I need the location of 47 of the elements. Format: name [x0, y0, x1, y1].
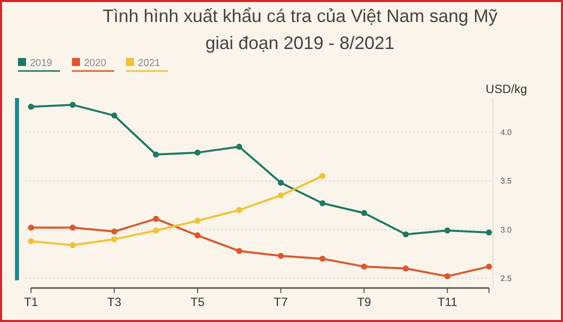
x-tick-label: T7	[274, 295, 288, 309]
point	[70, 102, 76, 108]
point	[278, 192, 284, 198]
legend-label: 2019	[30, 58, 53, 69]
x-tick-label: T5	[190, 295, 205, 309]
point	[152, 152, 159, 158]
y-tick-label: 2.5	[500, 274, 512, 284]
point	[402, 266, 409, 272]
point	[486, 264, 492, 270]
point	[236, 144, 242, 150]
point	[152, 216, 159, 222]
y-tick-label: 4.0	[500, 128, 512, 137]
point	[319, 172, 326, 179]
y-tick-label: 3.0	[500, 225, 512, 234]
x-tick-label: T3	[107, 295, 122, 309]
y-axis-title: USD/kg	[486, 82, 527, 96]
point	[361, 210, 368, 216]
point	[28, 104, 34, 110]
point	[319, 256, 326, 262]
point	[402, 231, 409, 238]
point	[444, 273, 450, 280]
point	[444, 228, 450, 234]
chart-title: Tình hình xuất khẩu cá tra của Việt Nam sang Mỹ giai đoạn 2019 - 8/2021	[102, 6, 498, 53]
point	[361, 264, 368, 270]
point	[28, 238, 34, 244]
point	[70, 224, 76, 231]
point	[278, 180, 284, 186]
point	[111, 236, 118, 242]
point	[194, 150, 201, 156]
point	[486, 229, 492, 236]
point	[194, 232, 201, 238]
point	[236, 207, 242, 214]
point	[319, 200, 326, 206]
legend-label: 2021	[138, 58, 161, 69]
point	[194, 218, 201, 224]
point	[236, 248, 242, 254]
x-tick-label: T1	[24, 295, 38, 309]
point	[70, 242, 76, 248]
point	[111, 112, 118, 119]
legend-label: 2020	[84, 58, 107, 69]
point	[28, 224, 34, 231]
x-tick-label: T11	[437, 295, 458, 309]
y-tick-label: 3.5	[500, 176, 512, 186]
x-tick-label: T9	[357, 295, 372, 309]
point	[111, 228, 118, 234]
point	[152, 228, 159, 234]
point	[278, 252, 284, 259]
